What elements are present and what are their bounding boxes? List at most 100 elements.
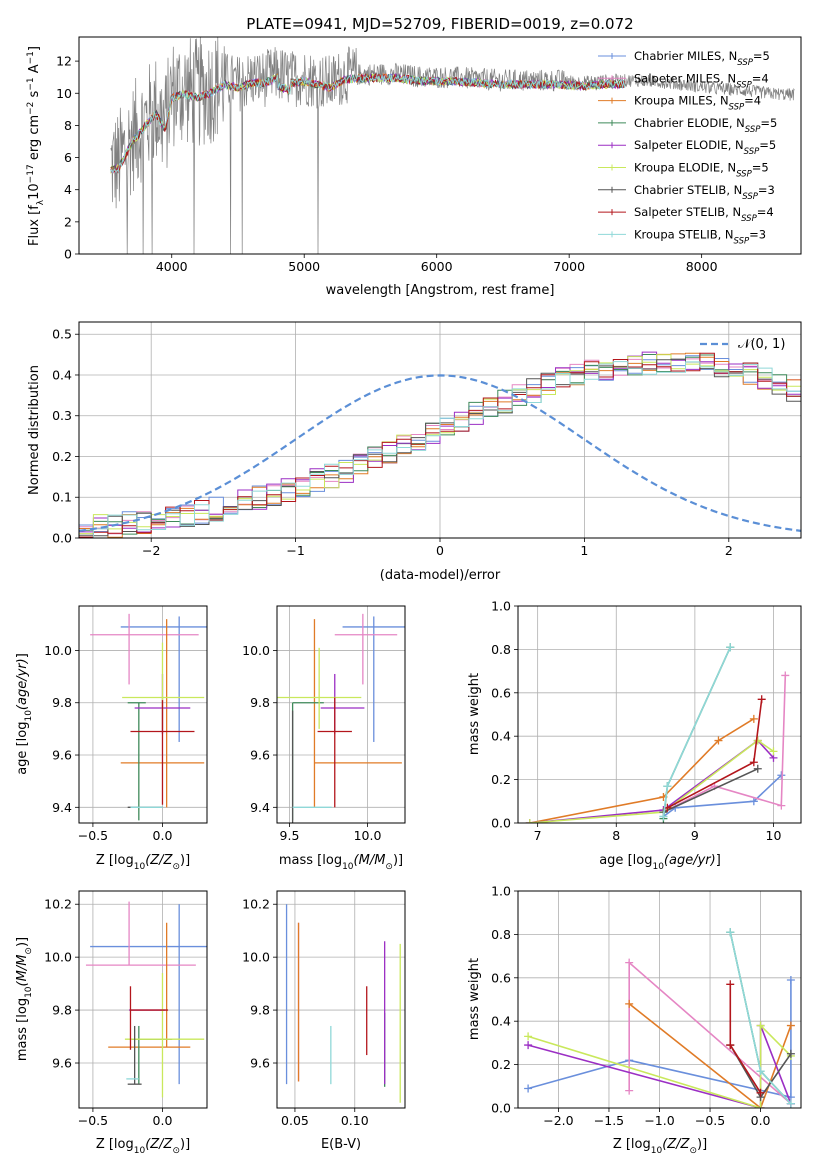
- label-part: (Z/Z: [662, 1137, 690, 1152]
- series-marker-salp_stelib: [757, 695, 766, 704]
- axes-frame: [78, 605, 208, 824]
- legend-label-salp_miles: Salpeter MILES, NSSP=4: [634, 71, 769, 90]
- y-tick-label: 1.0: [491, 884, 511, 899]
- x-tick-label: 0.0: [751, 1113, 771, 1128]
- x-tick-label: 7000: [553, 259, 585, 274]
- y-tick-label: 9.8: [52, 1003, 72, 1018]
- label-part: 10: [342, 862, 354, 872]
- model-spectrum-salp_stelib: [110, 73, 626, 174]
- label-part: )]: [15, 937, 30, 947]
- label-part: 10: [652, 862, 664, 872]
- series-marker-salp_miles: [625, 958, 634, 967]
- x-axis-label: (data-model)/error: [380, 568, 501, 583]
- y-axis-label: mass weight: [467, 958, 482, 1040]
- legend-subscript: SSP: [741, 214, 757, 224]
- series-line-salp_elodie: [529, 739, 775, 823]
- y-tick-label: 9.6: [52, 748, 72, 763]
- axes-frame: [78, 890, 208, 1109]
- y-tick-label: 1.0: [491, 599, 511, 614]
- plot-area: [79, 351, 801, 538]
- x-tick-label: 8000: [686, 259, 718, 274]
- plot-area: [525, 643, 790, 823]
- x-tick-label: 1: [580, 543, 588, 558]
- x-tick-label: 8: [612, 828, 620, 843]
- series-line-salp_miles: [663, 675, 787, 813]
- histogram-krou_stelib: [79, 361, 801, 538]
- series-marker-chab_miles: [777, 771, 786, 780]
- y-tick-label: 0.4: [52, 367, 72, 382]
- label-part: (age/yr): [15, 658, 30, 710]
- y-tick-label: 9.6: [250, 748, 270, 763]
- label-part: ]: [716, 853, 721, 868]
- label-part: s: [27, 90, 42, 101]
- x-tick-label: −0.5: [78, 1113, 108, 1128]
- x-tick-label: 10: [766, 828, 782, 843]
- series-marker-krou_miles: [786, 1021, 795, 1030]
- legend-text: Chabrier ELODIE, N: [634, 116, 745, 130]
- label-part: 10: [27, 183, 42, 200]
- y-tick-label: 0.0: [491, 1101, 511, 1116]
- x-axis-label: mass [log10(M/M⊙)]: [279, 853, 403, 872]
- label-part: 10: [24, 986, 34, 998]
- x-axis-label: age [log10(age/yr)]: [599, 853, 721, 872]
- y-tick-label: 10.0: [242, 643, 270, 658]
- y-tick-label: 9.4: [250, 800, 270, 815]
- axes-frame: [78, 36, 802, 255]
- label-part: ]: [15, 653, 30, 658]
- series-marker-krou_elodie: [769, 747, 778, 756]
- y-axis-label: Flux [fλ10−17 erg cm−2 s−1 A−1]: [26, 46, 46, 246]
- label-part: mass [log: [15, 998, 30, 1061]
- legend-suffix: =4: [744, 94, 761, 108]
- legend-label-krou_miles: Kroupa MILES, NSSP=4: [634, 94, 761, 113]
- y-tick-label: 10.2: [242, 897, 270, 912]
- y-tick-label: 6: [64, 150, 72, 165]
- legend-text: Kroupa MILES, N: [634, 94, 729, 108]
- x-axis-label: Z [log10(Z/Z⊙)]: [613, 1137, 707, 1156]
- series-marker-krou_stelib: [726, 643, 735, 652]
- legend-suffix: =4: [757, 205, 774, 219]
- y-tick-label: 9.8: [52, 695, 72, 710]
- label-part: −2: [26, 102, 36, 115]
- label-part: 10: [651, 1146, 663, 1156]
- label-part: )]: [697, 1137, 707, 1152]
- series-marker-chab_miles: [786, 975, 795, 984]
- legend-suffix: =5: [752, 161, 769, 175]
- series-marker-salp_miles: [777, 801, 786, 810]
- series-marker-krou_stelib: [726, 928, 735, 937]
- label-part: (M/M: [354, 853, 386, 868]
- axes-frame: [276, 890, 406, 1109]
- series-marker-salp_miles: [781, 671, 790, 680]
- y-tick-label: 9.6: [250, 1056, 270, 1071]
- y-tick-label: 0.4: [491, 729, 511, 744]
- label-part: erg cm: [27, 115, 42, 164]
- y-tick-label: 0.0: [491, 816, 511, 831]
- y-tick-label: 9.6: [52, 1056, 72, 1071]
- y-tick-label: 0: [64, 247, 72, 262]
- y-tick-label: 9.4: [52, 800, 72, 815]
- x-tick-label: 0.0: [153, 828, 173, 843]
- legend-label-chab_stelib: Chabrier STELIB, NSSP=3: [634, 183, 775, 202]
- y-tick-label: 12: [56, 54, 72, 69]
- legend-label-salp_stelib: Salpeter STELIB, NSSP=4: [634, 205, 774, 224]
- legend-subscript: SSP: [736, 170, 752, 180]
- normal-distribution-curve: [79, 374, 801, 532]
- model-spectrum-krou_stelib: [110, 73, 626, 174]
- label-part: −1: [26, 77, 36, 90]
- series-marker-krou_elodie: [756, 1104, 765, 1108]
- series-marker-chab_stelib: [753, 764, 762, 773]
- legend-suffix: =5: [753, 49, 770, 63]
- x-tick-label: 2: [725, 543, 733, 558]
- label-part: ⊙: [689, 1146, 697, 1156]
- series-line-krou_miles: [529, 718, 755, 823]
- label-part: )]: [393, 853, 403, 868]
- series-marker-salp_miles: [625, 1086, 634, 1095]
- label-part: age [log: [599, 853, 652, 868]
- series-marker-krou_elodie: [525, 819, 534, 823]
- plot-area: [524, 928, 795, 1108]
- label-part: )]: [180, 1137, 190, 1152]
- x-axis-label: E(B-V): [321, 1137, 361, 1152]
- label-part: Z [log: [96, 853, 134, 868]
- label-part: age [log: [15, 722, 30, 775]
- plot-area: [85, 901, 207, 1098]
- series-marker-krou_elodie: [524, 1032, 533, 1041]
